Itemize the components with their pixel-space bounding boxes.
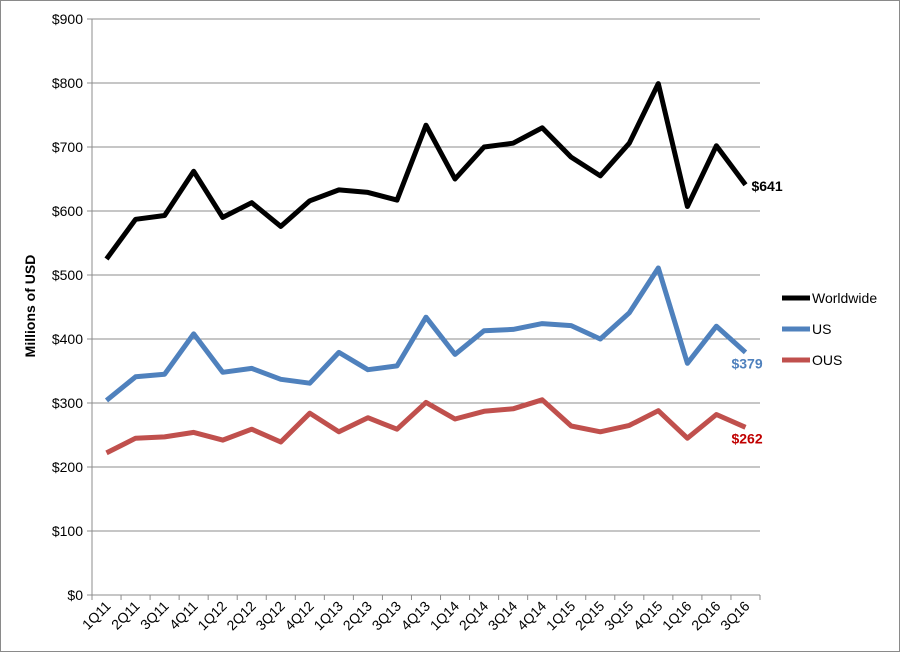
y-tick-label: $500 <box>52 267 83 283</box>
x-tick-label: 1Q14 <box>427 598 463 634</box>
x-tick-label: 1Q13 <box>310 598 346 634</box>
x-tick-label: 3Q14 <box>485 598 521 634</box>
x-tick-label: 4Q14 <box>514 598 550 634</box>
y-tick-label: $200 <box>52 459 83 475</box>
end-label-worldwide: $641 <box>751 178 782 194</box>
y-tick-label: $900 <box>52 11 83 27</box>
series-line-worldwide <box>104 81 748 261</box>
y-axis-label: Millions of USD <box>22 255 38 358</box>
legend-label-ous: OUS <box>812 352 842 368</box>
end-label-ous: $262 <box>731 430 762 446</box>
x-tick-label: 2Q11 <box>108 598 143 633</box>
x-tick-label: 4Q13 <box>398 598 434 634</box>
series-line-us <box>104 265 748 403</box>
end-label-us: $379 <box>731 355 762 371</box>
x-tick-label: 4Q11 <box>166 598 201 633</box>
end-labels: $641 $379 $262 <box>731 178 782 447</box>
x-tick-label: 1Q15 <box>543 598 579 634</box>
x-tick-label: 4Q15 <box>630 598 666 634</box>
x-tick-label: 3Q16 <box>717 598 753 634</box>
y-tick-label: $400 <box>52 331 83 347</box>
x-tick-label: 3Q15 <box>601 598 637 634</box>
y-tick-label: $600 <box>52 203 83 219</box>
y-tick-label: $0 <box>67 587 83 603</box>
x-tick-label: 2Q14 <box>456 598 492 634</box>
x-tick-label: 2Q12 <box>223 598 259 634</box>
axes <box>87 18 761 600</box>
x-tick-label: 2Q16 <box>688 598 724 634</box>
legend-label-us: US <box>812 321 831 337</box>
x-tick-label: 3Q12 <box>252 598 288 634</box>
x-tick-label: 1Q16 <box>659 598 695 634</box>
x-tick-label: 3Q13 <box>369 598 405 634</box>
x-tick-label: 2Q13 <box>340 598 376 634</box>
x-tick-label: 3Q11 <box>137 598 172 633</box>
y-tick-label: $800 <box>52 75 83 91</box>
series-lines <box>104 81 748 456</box>
y-tick-labels: $0 $100 $200 $300 $400 $500 $600 $700 $800 $900 <box>52 11 83 603</box>
gridlines <box>92 18 760 532</box>
x-tick-label: 1Q12 <box>194 598 230 634</box>
y-tick-label: $300 <box>52 395 83 411</box>
x-tick-label: 1Q11 <box>79 598 114 633</box>
x-tick-label: 4Q12 <box>281 598 317 634</box>
legend: Worldwide US OUS <box>782 290 877 368</box>
y-tick-label: $100 <box>52 523 83 539</box>
x-tick-labels: 1Q112Q113Q114Q111Q122Q123Q124Q121Q132Q13… <box>79 598 753 634</box>
series-line-ous <box>105 397 747 456</box>
y-tick-label: $700 <box>52 139 83 155</box>
x-tick-label: 2Q15 <box>572 598 608 634</box>
legend-label-worldwide: Worldwide <box>812 290 877 306</box>
